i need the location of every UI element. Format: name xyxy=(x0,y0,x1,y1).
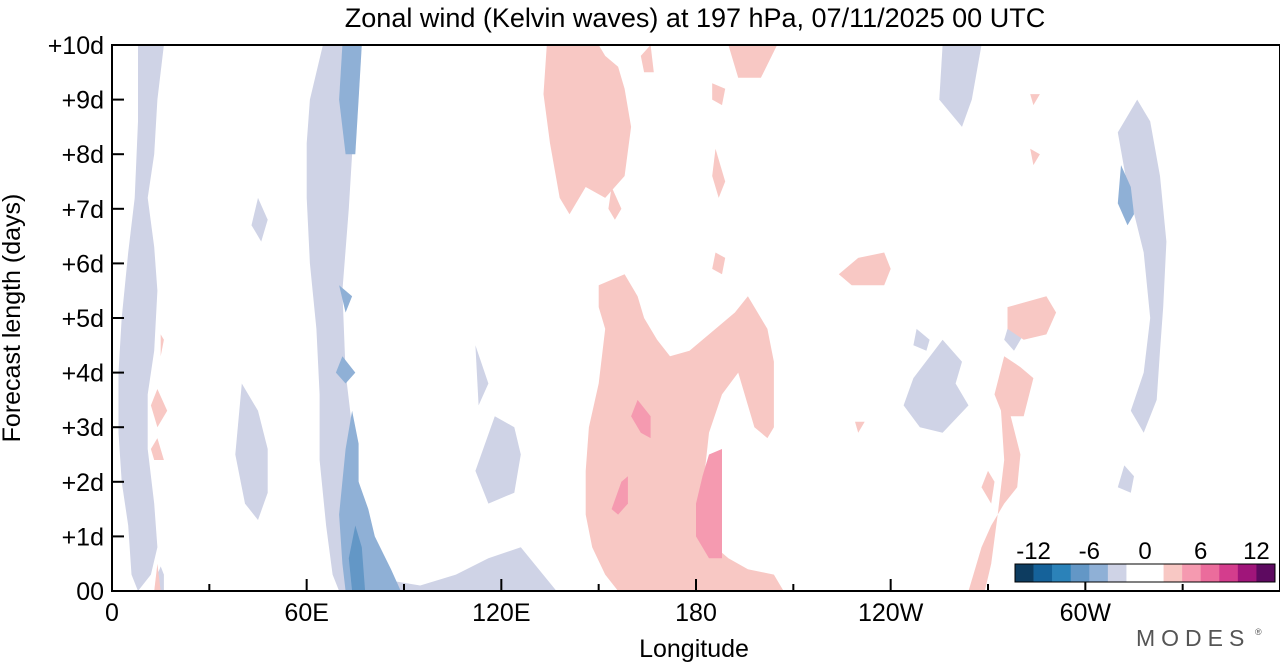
colorbar-swatch xyxy=(1015,564,1034,582)
contour-region-neg2 xyxy=(339,285,353,313)
y-tick-label: +5d xyxy=(62,305,104,333)
y-tick-label: +3d xyxy=(62,414,104,442)
x-tick-label: 60E xyxy=(284,599,328,627)
contour-region-neg1 xyxy=(939,45,982,127)
colorbar-swatch xyxy=(1107,564,1127,582)
colorbar-label: 0 xyxy=(1138,538,1151,565)
x-axis: 0 60E 120E 180 120W 60W xyxy=(105,579,1184,627)
x-tick-label: 120W xyxy=(858,599,924,627)
colorbar-swatch xyxy=(1070,564,1090,582)
contour-region-pos1 xyxy=(981,470,995,504)
y-tick-label: 00 xyxy=(76,578,104,606)
colorbar-swatch xyxy=(1126,564,1146,582)
chart-title: Zonal wind (Kelvin waves) at 197 hPa, 07… xyxy=(345,3,1045,33)
y-tick-label: +4d xyxy=(62,360,104,388)
colorbar-swatch xyxy=(1163,564,1183,582)
contour-region-neg1 xyxy=(903,339,969,433)
modes-logo-mark: ® xyxy=(1255,627,1262,637)
colorbar-label: 6 xyxy=(1194,538,1207,565)
contour-region-pos1 xyxy=(855,421,865,433)
colorbar-frame xyxy=(1014,563,1276,583)
colorbar-swatch xyxy=(1219,564,1239,582)
contour-region-neg1 xyxy=(251,197,268,242)
x-tick-label: 60W xyxy=(1060,599,1112,627)
contour-region-pos2 xyxy=(611,476,628,515)
colorbar-swatch xyxy=(1200,564,1220,582)
contour-region-neg2 xyxy=(339,410,401,591)
contour-region-neg1 xyxy=(475,416,521,504)
y-tick-label: +2d xyxy=(62,469,104,497)
contour-region-neg1 xyxy=(913,328,930,351)
colorbar-label: -12 xyxy=(1016,538,1051,565)
contour-region-pos1 xyxy=(585,274,784,591)
x-tick-label: 180 xyxy=(675,599,717,627)
contour-region-neg1 xyxy=(475,345,489,406)
y-tick-label: +10d xyxy=(48,32,104,60)
y-axis: 00 +1d +2d +3d +4d +5d +6d +7d +8d +9d +10d xyxy=(48,32,124,606)
contour-region-pos1 xyxy=(728,45,778,78)
contour-region-pos1 xyxy=(838,252,891,286)
colorbar-label: 12 xyxy=(1243,538,1270,565)
contour-region-neg3 xyxy=(348,525,366,591)
contour-region-pos1 xyxy=(712,83,726,106)
contour-region-neg1 xyxy=(1117,465,1134,493)
contour-layer xyxy=(118,45,1167,591)
y-tick-label: +6d xyxy=(62,250,104,278)
contour-region-pos1 xyxy=(1007,296,1057,340)
colorbar-swatch xyxy=(1089,564,1109,582)
modes-logo: MODES xyxy=(1136,625,1250,651)
y-tick-label: +7d xyxy=(62,196,104,224)
contour-region-pos1 xyxy=(154,563,161,591)
colorbar-swatch xyxy=(1052,564,1072,582)
contour-region-neg1 xyxy=(306,45,557,591)
contour-region-pos1 xyxy=(968,356,1034,591)
contour-region-neg2 xyxy=(335,356,356,384)
contour-region-pos1 xyxy=(150,389,168,428)
y-tick-label: +9d xyxy=(62,87,104,115)
contour-region-neg1 xyxy=(118,45,164,591)
contour-region-pos1 xyxy=(543,45,632,215)
colorbar-label: -6 xyxy=(1079,538,1100,565)
contour-region-pos1 xyxy=(712,148,726,198)
colorbar-swatch xyxy=(1256,564,1276,582)
colorbar-swatch xyxy=(1145,564,1164,582)
contour-region-pos1 xyxy=(160,334,164,357)
colorbar-swatch xyxy=(1182,564,1202,582)
y-axis-label: Forecast length (days) xyxy=(0,194,26,443)
x-axis-label: Longitude xyxy=(639,635,749,663)
y-tick-label: +1d xyxy=(62,523,104,551)
contour-region-pos1 xyxy=(1030,94,1040,106)
colorbar-swatch xyxy=(1237,564,1257,582)
contour-region-neg1 xyxy=(1117,99,1167,433)
y-tick-label: +8d xyxy=(62,141,104,169)
contour-region-pos1 xyxy=(640,45,654,73)
x-tick-label: 0 xyxy=(105,599,119,627)
contour-region-neg2 xyxy=(1117,165,1134,226)
colorbar-legend: -12 -6 0 6 12 xyxy=(1014,538,1276,583)
contour-region-pos1 xyxy=(1030,148,1040,166)
contour-region-pos2 xyxy=(696,449,722,559)
contour-region-neg2 xyxy=(339,45,362,155)
contour-region-pos1 xyxy=(608,187,622,220)
x-tick-label: 120E xyxy=(472,599,530,627)
contour-region-pos1 xyxy=(150,438,164,460)
colorbar-swatch xyxy=(1033,564,1053,582)
contour-region-pos2 xyxy=(631,399,651,439)
contour-region-pos1 xyxy=(712,252,726,275)
contour-region-neg1 xyxy=(235,383,268,520)
